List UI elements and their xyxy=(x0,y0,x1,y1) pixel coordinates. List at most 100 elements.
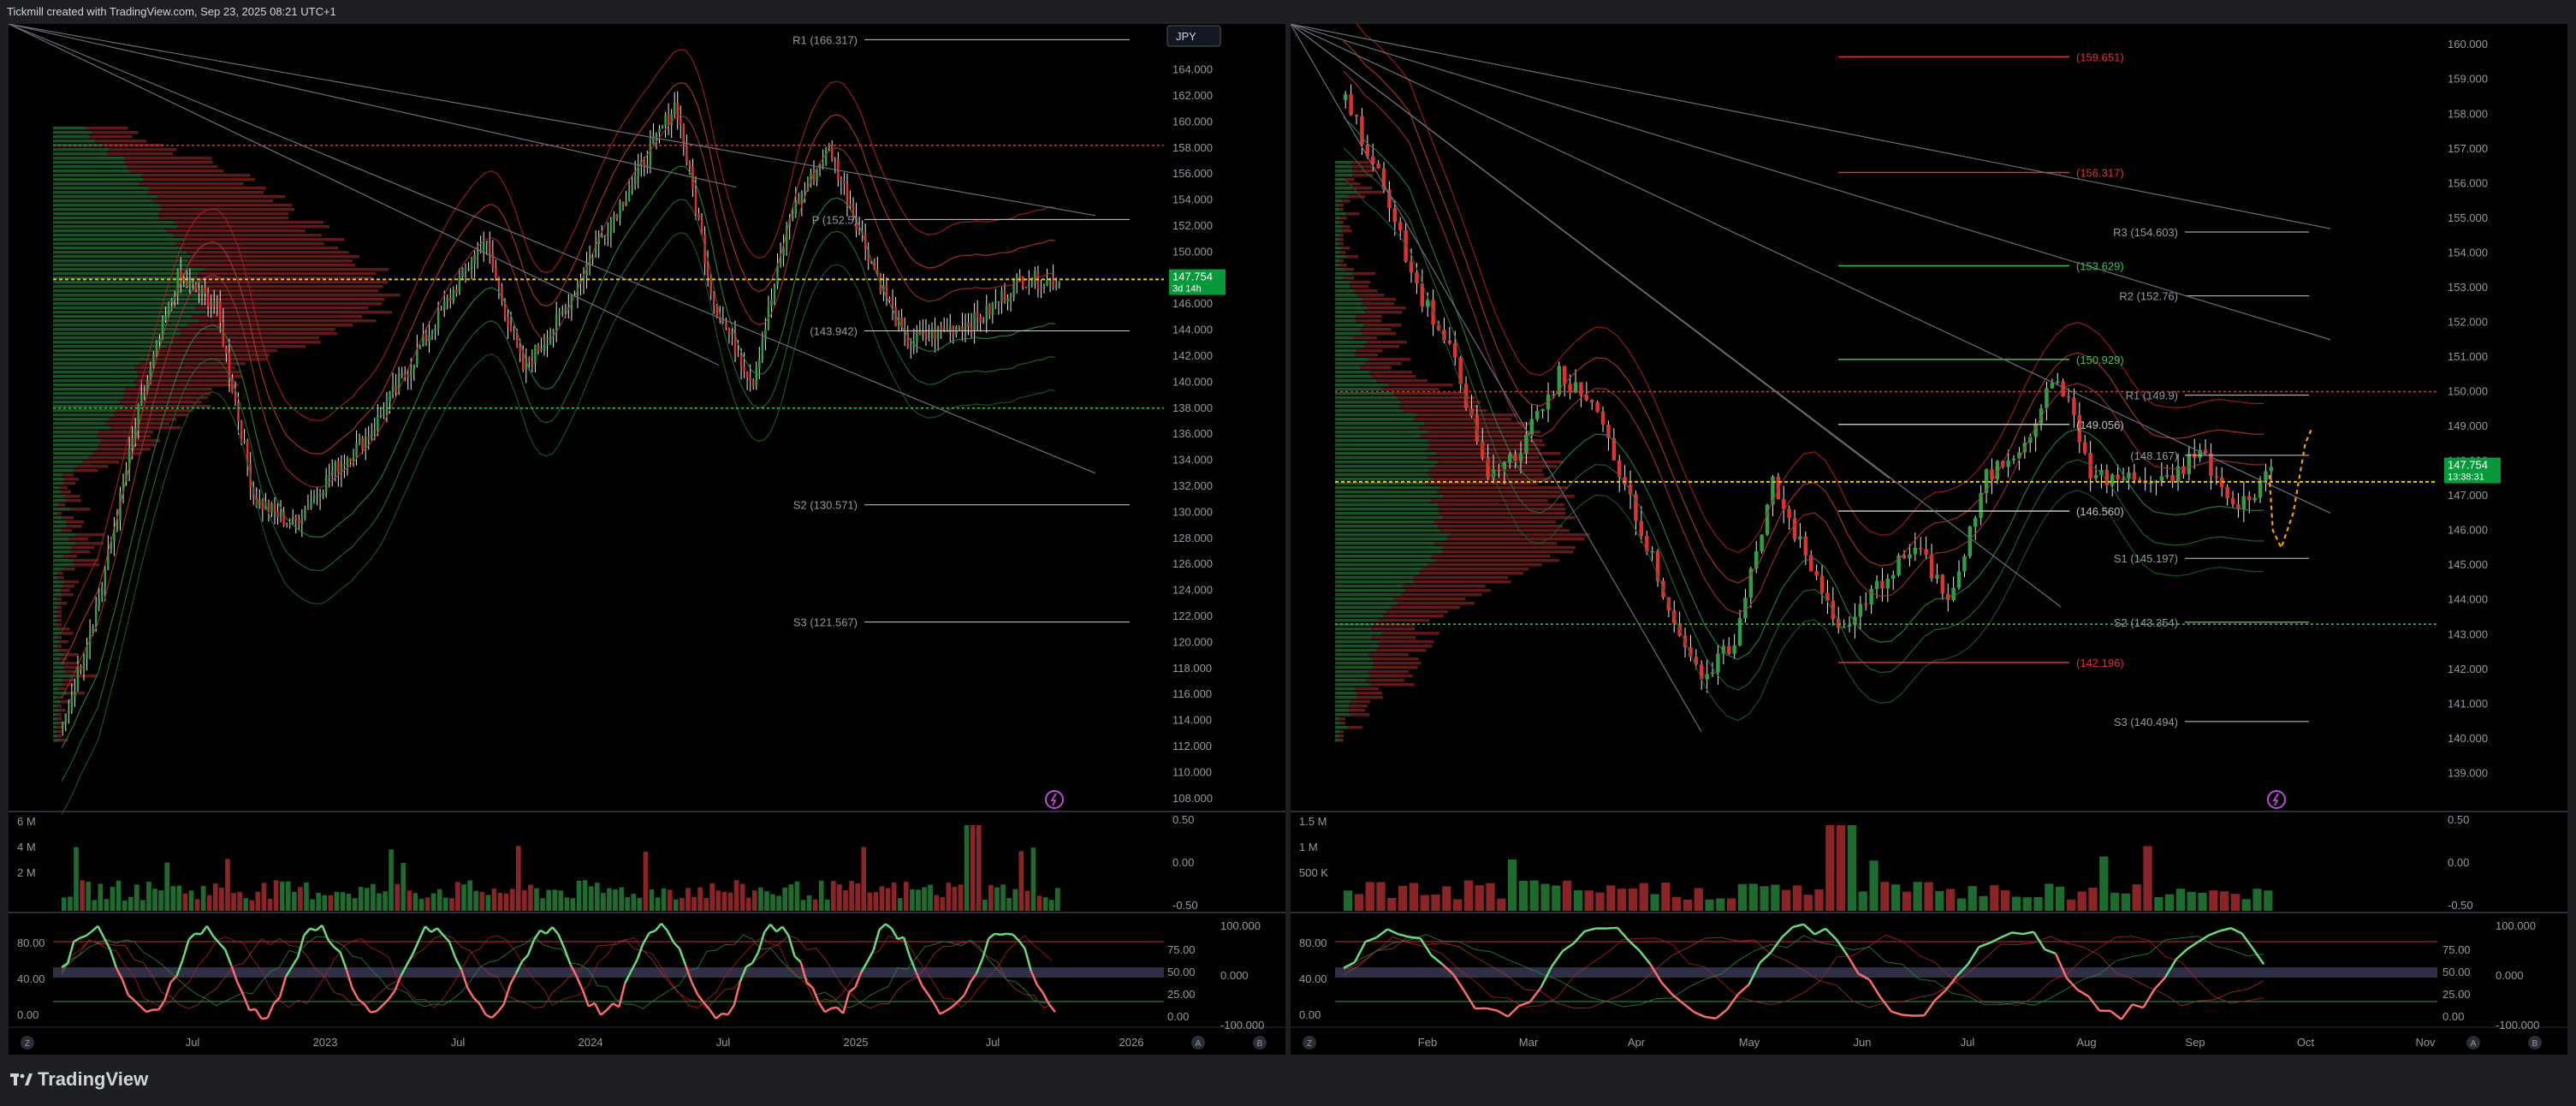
volume-profile-bar-up xyxy=(1335,349,1356,353)
stoch-rsi-line xyxy=(1451,973,1465,992)
volume-profile-bar-down xyxy=(199,289,379,293)
stoch-rsi-line xyxy=(2022,931,2034,936)
stoch-rsi-line xyxy=(575,975,584,991)
tradingview-brand[interactable]: TradingView xyxy=(10,1068,148,1091)
scale-mode-button[interactable] xyxy=(1191,1036,1205,1050)
stoch-rsi-line xyxy=(2241,932,2254,949)
left-chart-pane[interactable]: 108.000 110.000 112.000 114.000 116.000 118.0… xyxy=(8,23,2253,1055)
volume-profile-bar-down xyxy=(1401,593,1482,597)
candle-body xyxy=(843,181,846,184)
stoch-rsi-line xyxy=(957,994,965,1002)
volume-profile-bar-down xyxy=(1379,640,1434,644)
volume-profile-bar-up xyxy=(53,675,74,678)
volume-profile-bar-down xyxy=(1372,657,1419,661)
stoch-rsi-line xyxy=(490,1011,499,1019)
left-chart-svg[interactable]: 108.000110.000112.000114.000116.000118.0… xyxy=(8,23,2253,1055)
currency-badge xyxy=(1166,25,1221,47)
x-tick-label: Jul xyxy=(186,1036,200,1049)
stoch-rsi-line xyxy=(169,975,178,984)
volume-profile-bar-down xyxy=(61,529,73,532)
candle-body xyxy=(582,275,585,281)
scale-mode-button[interactable] xyxy=(2466,1036,2480,1050)
candle-body xyxy=(1009,297,1012,299)
candle-body xyxy=(2241,496,2247,509)
volume-bar xyxy=(364,888,370,911)
volume-profile-bar-up xyxy=(1335,709,1349,712)
volume-bar xyxy=(667,889,673,911)
candle-body xyxy=(513,331,515,334)
stoch-rsi-line xyxy=(678,948,687,966)
scale-mode-button[interactable] xyxy=(2528,1036,2542,1050)
oscillator-far-right-tick-label: -100.000 xyxy=(1220,1019,1264,1032)
zoom-reset-label: Z xyxy=(1307,1039,1312,1049)
zoom-reset-button[interactable] xyxy=(1303,1036,1316,1050)
y-tick-label: 151.000 xyxy=(2448,350,2488,363)
volume-profile-bar-down xyxy=(1443,516,1576,520)
candle-body xyxy=(973,311,976,330)
volume-profile-bar-up xyxy=(1335,495,1444,498)
volume-bar xyxy=(176,885,182,911)
candle-body xyxy=(1956,571,1962,588)
volume-profile-bar-up xyxy=(1335,478,1433,481)
stoch-rsi-line xyxy=(1398,933,1410,938)
candle-body xyxy=(773,285,776,300)
stoch-rsi-line xyxy=(1000,932,1007,937)
volume-profile-bar-up xyxy=(1335,169,1354,173)
volume-profile-bar-up xyxy=(1335,465,1435,468)
scale-mode-button[interactable] xyxy=(1253,1036,1267,1050)
volume-profile-bar-up xyxy=(53,302,201,306)
zoom-reset-button[interactable] xyxy=(21,1036,34,1050)
volume-bar xyxy=(1650,894,1659,911)
stoch-rsi-line xyxy=(2011,931,2023,936)
stoch-rsi-line xyxy=(817,1002,826,1013)
candle-body xyxy=(615,214,619,218)
candle-body xyxy=(1535,411,1540,419)
volume-profile-bar-down xyxy=(175,242,324,246)
volume-profile-bar-down xyxy=(158,212,289,216)
pivot-label: R1 (166.317) xyxy=(792,33,858,46)
candle-body xyxy=(1951,587,1956,600)
volume-bar xyxy=(194,899,200,911)
volume-profile-bar-down xyxy=(1414,580,1511,584)
volume-bar xyxy=(436,889,442,911)
scale-mode-label: A xyxy=(1196,1039,1202,1049)
volume-profile-bar-down xyxy=(62,473,74,477)
candle-body xyxy=(855,217,858,231)
volume-profile-bar-up xyxy=(53,516,62,520)
volume-bar xyxy=(1552,885,1561,911)
right-chart-pane[interactable]: 139.000 140.000 141.000 142.000 143.000 144.0… xyxy=(1290,9,2567,1055)
stoch-rsi-line xyxy=(636,942,644,960)
candle-body xyxy=(2116,474,2120,480)
volume-bar xyxy=(661,888,667,911)
volume-profile-bar-up xyxy=(53,199,152,203)
stoch-rsi-line xyxy=(775,925,784,933)
volume-bar xyxy=(310,899,315,911)
stoch-rsi-line xyxy=(533,930,542,941)
volume-profile-bar-down xyxy=(116,409,193,413)
stoch-rsi-line xyxy=(199,925,208,935)
stoch-rsi-line xyxy=(187,932,196,941)
volume-profile-bar-down xyxy=(98,431,154,434)
candle-body xyxy=(349,458,352,462)
volume-profile-bar-up xyxy=(53,679,63,682)
right-chart-svg[interactable]: 139.000140.000141.000142.000143.000144.0… xyxy=(1290,9,2567,1055)
volume-bar xyxy=(407,890,413,911)
candle-body xyxy=(719,318,721,320)
caption-text: Tickmill created with TradingView.com, S… xyxy=(7,5,336,18)
stoch-rsi-line xyxy=(975,958,984,974)
candle-body xyxy=(882,284,885,292)
volume-profile-bar-up xyxy=(53,683,62,687)
candle-body xyxy=(219,300,222,323)
fib-level-label: (149.056) xyxy=(2076,419,2124,431)
candle-body xyxy=(1376,164,1380,169)
stoch-rsi-line xyxy=(223,948,233,966)
volume-profile-bar-up xyxy=(1335,649,1376,652)
candle-body xyxy=(1040,288,1042,290)
volume-profile-bar-down xyxy=(1338,221,1344,224)
oscillator-far-right-tick-label: 100.000 xyxy=(1220,919,1261,932)
candle-body xyxy=(591,257,594,259)
volume-profile-bar-up xyxy=(53,336,174,340)
volume-bar xyxy=(74,847,79,911)
stoch-rsi-line xyxy=(2065,977,2079,991)
volume-profile-bar-up xyxy=(53,285,202,288)
